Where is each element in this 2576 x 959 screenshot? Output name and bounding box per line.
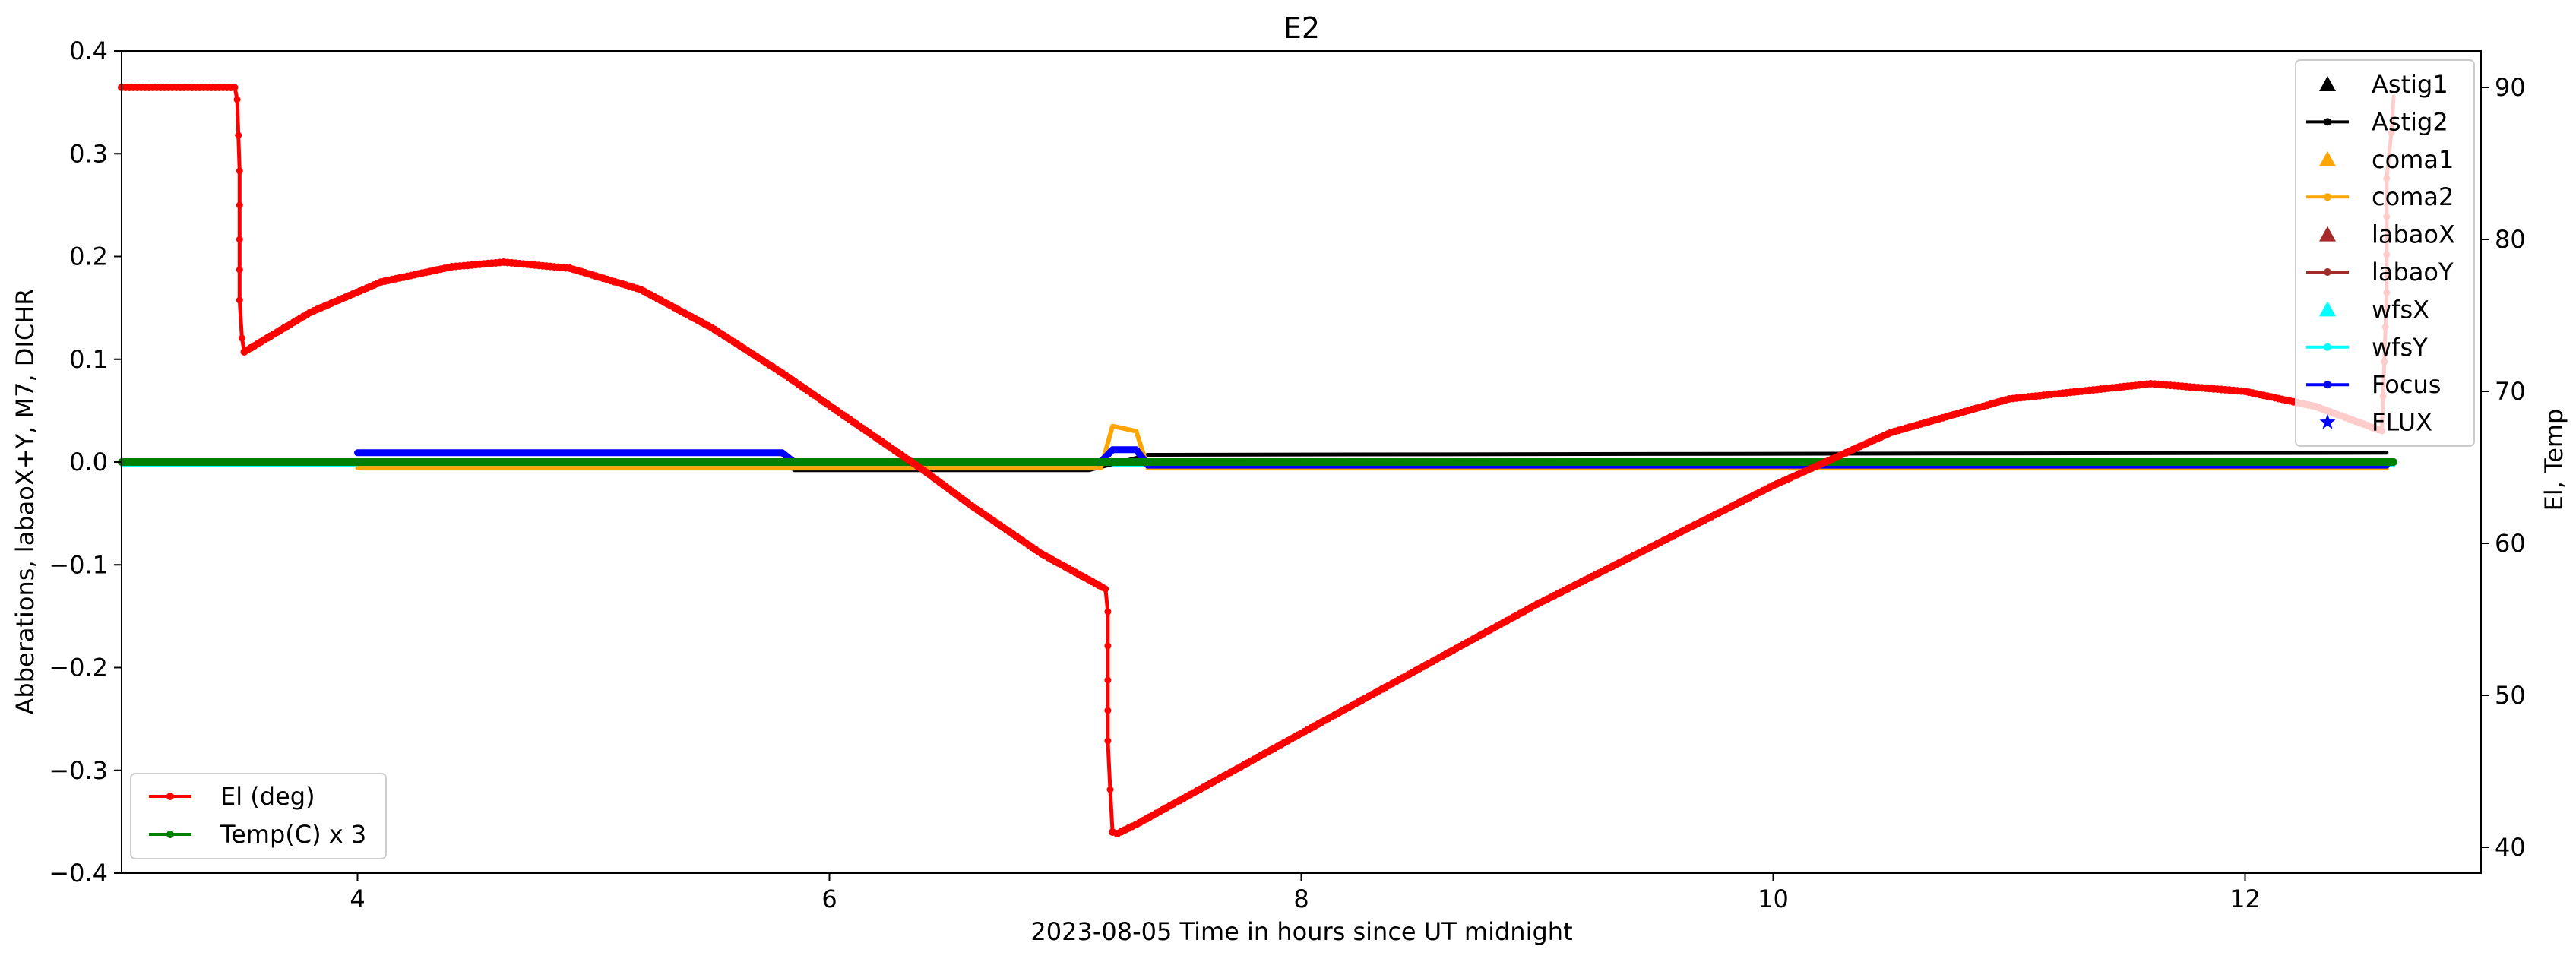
el-point <box>1104 707 1112 714</box>
legend-marker-triangle <box>2319 150 2336 166</box>
y-tick-label-right: 70 <box>2495 377 2526 406</box>
el-point <box>236 167 243 175</box>
y-tick-label-left: 0.2 <box>69 242 108 271</box>
legend-entry-label: Focus <box>2372 370 2441 399</box>
y-tick-label-left: −0.2 <box>49 654 108 682</box>
legend-series: Astig1 Astig2 coma1 coma2 labaoX labaoY wfsX wf… <box>2295 59 2475 447</box>
plot-area <box>118 84 2398 837</box>
el-point <box>236 296 243 304</box>
legend-entry-label: wfsX <box>2372 295 2429 324</box>
legend-entry-label: FLUX <box>2372 408 2432 437</box>
legend-marker-dot <box>2324 118 2331 126</box>
x-tick-label: 6 <box>821 885 837 913</box>
el-point <box>235 131 242 139</box>
y-tick-label-right: 50 <box>2495 681 2526 710</box>
el-point <box>1104 737 1112 745</box>
el-point <box>1106 786 1114 793</box>
x-tick-label: 4 <box>350 885 365 913</box>
chart-title: E2 <box>1283 11 1320 45</box>
y-tick-label-left: 0.0 <box>69 448 108 476</box>
legend-entry-label: El (deg) <box>220 782 315 811</box>
y-tick-label-left: −0.4 <box>49 859 108 888</box>
legend-marker-dot <box>2324 268 2331 276</box>
el-point <box>236 201 243 209</box>
y-tick-label-left: −0.3 <box>49 756 108 785</box>
y-tick-label-left: −0.1 <box>49 550 108 579</box>
y-tick-label-left: 0.1 <box>69 345 108 374</box>
x-tick-label: 8 <box>1293 885 1309 913</box>
legend-marker-dot <box>2324 193 2331 201</box>
legend-entry-label: Temp(C) x 3 <box>220 820 366 849</box>
el-point <box>236 266 243 274</box>
legend-entry: wfsX <box>2319 295 2429 324</box>
legend-entry: wfsY <box>2306 333 2428 362</box>
x-tick-label: 12 <box>2229 885 2261 913</box>
legend-entry-label: coma1 <box>2372 145 2454 174</box>
el-point <box>1102 585 1109 593</box>
legend-entry: coma1 <box>2319 145 2454 174</box>
legend-entry: labaoX <box>2319 220 2455 249</box>
legend-entry-label: Astig1 <box>2372 70 2448 99</box>
legend-marker-triangle <box>2319 226 2336 242</box>
x-tick-label: 10 <box>1758 885 1789 913</box>
legend-entry-label: wfsY <box>2372 333 2428 362</box>
y-axis-label-right: El, Temp <box>2540 409 2568 511</box>
legend-marker-dot <box>2324 343 2331 351</box>
legend-entry: coma2 <box>2306 182 2454 211</box>
el-point <box>1104 608 1112 616</box>
legend-entry-label: Astig2 <box>2372 107 2448 136</box>
el-point <box>238 334 245 342</box>
legend-entry-label: labaoX <box>2372 220 2455 249</box>
legend-entry: El (deg) <box>149 782 315 811</box>
y-tick-label-left: 0.3 <box>69 139 108 168</box>
legend-series-box <box>2295 59 2475 447</box>
y-tick-label-right: 80 <box>2495 225 2526 254</box>
y-tick-label-left: 0.4 <box>69 36 108 65</box>
el-point <box>236 236 243 243</box>
x-axis-label: 2023-08-05 Time in hours since UT midnig… <box>1030 917 1572 946</box>
legend-el-temp: El (deg) Temp(C) x 3 <box>130 773 387 859</box>
legend-marker-star <box>2319 413 2336 429</box>
legend-entry-label: coma2 <box>2372 182 2454 211</box>
legend-el-temp-box <box>130 773 387 859</box>
y-axis-label-left: Abberations, labaoX+Y, M7, DICHR <box>11 289 40 715</box>
el-point <box>1104 642 1112 650</box>
axis-ticks: 4 6 8 10 12 −0.4 −0.3 −0.2 −0.1 0.0 0.1 0.2 0.3 0.4 40… <box>49 36 2525 913</box>
legend-entry: FLUX <box>2319 408 2432 437</box>
legend-entry: Astig2 <box>2306 107 2448 136</box>
legend-marker-triangle <box>2319 76 2336 91</box>
legend-entry: Focus <box>2306 370 2441 399</box>
y-tick-label-right: 90 <box>2495 73 2526 102</box>
legend-entry: Astig1 <box>2319 70 2448 99</box>
legend-marker-triangle <box>2319 301 2336 317</box>
y-tick-label-right: 60 <box>2495 529 2526 558</box>
legend-marker-dot <box>2324 381 2331 389</box>
el-point <box>231 84 239 91</box>
legend-entry: labaoY <box>2306 258 2454 286</box>
legend-marker-dot <box>166 831 174 838</box>
legend-marker-dot <box>166 793 174 800</box>
y-tick-label-right: 40 <box>2495 833 2526 862</box>
el-point <box>1104 676 1112 684</box>
legend-entry-label: labaoY <box>2372 258 2454 286</box>
legend-entry: Temp(C) x 3 <box>149 820 366 849</box>
el-point <box>233 96 241 103</box>
